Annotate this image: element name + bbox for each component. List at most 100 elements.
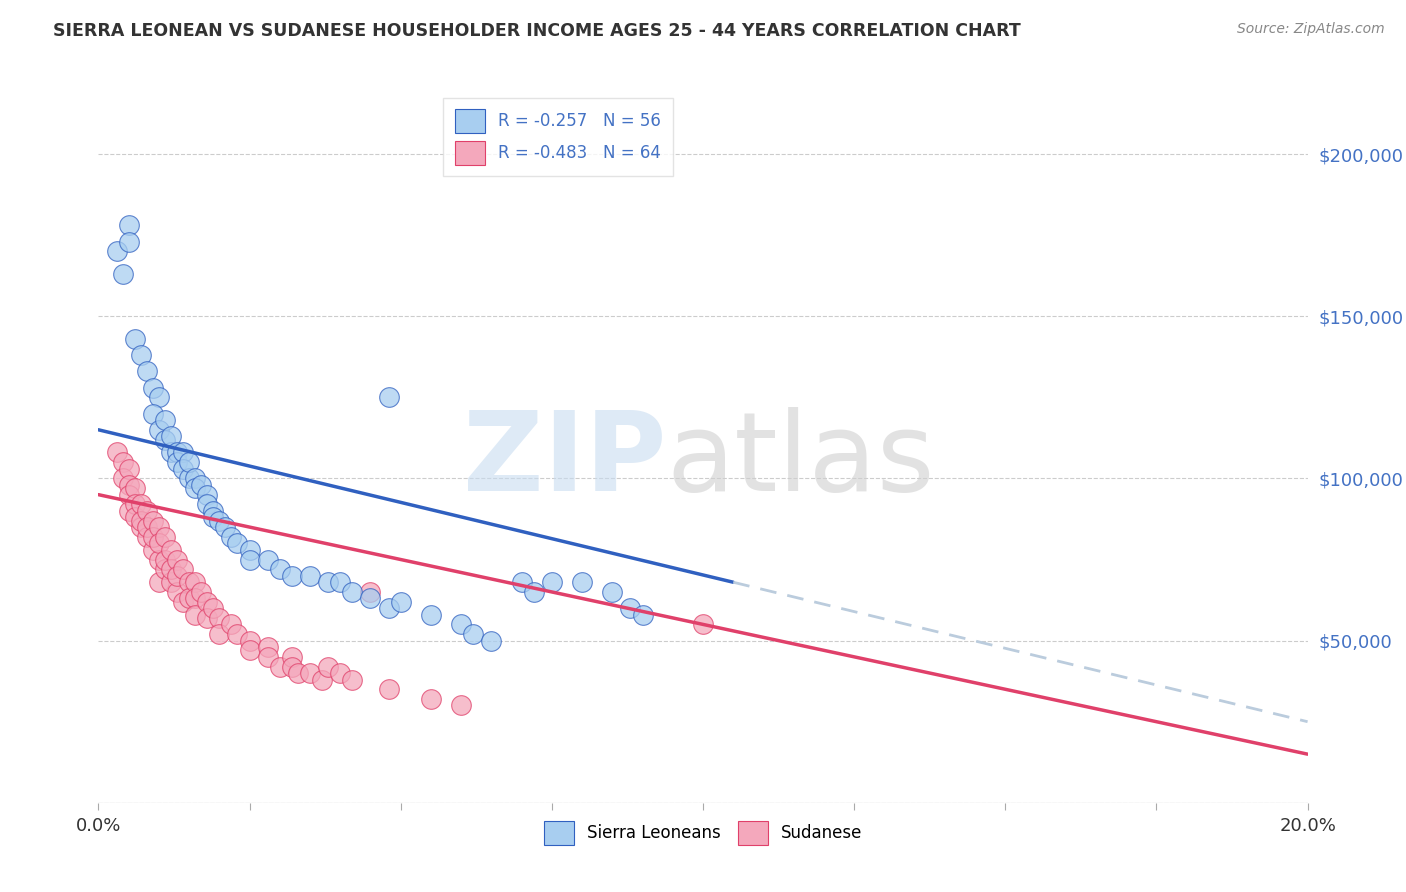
Point bbox=[202, 601, 225, 615]
Point bbox=[195, 595, 218, 609]
Point bbox=[118, 235, 141, 249]
Point bbox=[389, 595, 412, 609]
Point bbox=[148, 520, 170, 534]
Point bbox=[195, 488, 218, 502]
Point bbox=[160, 445, 183, 459]
Point bbox=[316, 575, 339, 590]
Point bbox=[316, 659, 339, 673]
Point bbox=[160, 562, 183, 576]
Point bbox=[148, 575, 170, 590]
Point bbox=[299, 568, 322, 582]
Point bbox=[179, 575, 201, 590]
Point bbox=[202, 510, 225, 524]
Point bbox=[153, 433, 176, 447]
Point bbox=[160, 575, 183, 590]
Point bbox=[510, 575, 533, 590]
Point bbox=[377, 390, 399, 404]
Point bbox=[208, 611, 231, 625]
Point bbox=[195, 611, 218, 625]
Point bbox=[160, 429, 183, 443]
Point bbox=[172, 595, 194, 609]
Point bbox=[281, 649, 304, 664]
Point bbox=[148, 552, 170, 566]
Point bbox=[124, 510, 146, 524]
Point bbox=[208, 627, 231, 641]
Point bbox=[148, 536, 170, 550]
Point bbox=[124, 481, 146, 495]
Point bbox=[239, 552, 262, 566]
Point bbox=[540, 575, 562, 590]
Point bbox=[105, 445, 128, 459]
Point bbox=[166, 568, 188, 582]
Point bbox=[450, 698, 472, 713]
Point bbox=[631, 607, 654, 622]
Point bbox=[281, 568, 304, 582]
Point bbox=[281, 659, 304, 673]
Point bbox=[179, 455, 201, 469]
Point bbox=[184, 591, 207, 606]
Point bbox=[463, 627, 485, 641]
Point bbox=[190, 478, 212, 492]
Text: Source: ZipAtlas.com: Source: ZipAtlas.com bbox=[1237, 22, 1385, 37]
Point bbox=[377, 601, 399, 615]
Point bbox=[342, 585, 364, 599]
Point bbox=[129, 520, 152, 534]
Point bbox=[226, 536, 249, 550]
Point bbox=[208, 514, 231, 528]
Point bbox=[360, 585, 382, 599]
Point bbox=[135, 504, 157, 518]
Point bbox=[239, 633, 262, 648]
Text: ZIP: ZIP bbox=[464, 407, 666, 514]
Point bbox=[153, 562, 176, 576]
Point bbox=[153, 413, 176, 427]
Point bbox=[571, 575, 593, 590]
Point bbox=[256, 552, 278, 566]
Point bbox=[692, 617, 714, 632]
Point bbox=[135, 520, 157, 534]
Point bbox=[179, 471, 201, 485]
Point bbox=[118, 488, 141, 502]
Point bbox=[142, 514, 165, 528]
Point bbox=[111, 471, 134, 485]
Point bbox=[142, 407, 165, 421]
Point bbox=[148, 390, 170, 404]
Point bbox=[118, 461, 141, 475]
Point bbox=[602, 585, 624, 599]
Point bbox=[239, 542, 262, 557]
Point bbox=[377, 682, 399, 697]
Point bbox=[221, 617, 243, 632]
Point bbox=[111, 267, 134, 281]
Point bbox=[111, 455, 134, 469]
Point bbox=[105, 244, 128, 259]
Point bbox=[172, 461, 194, 475]
Point bbox=[221, 530, 243, 544]
Point bbox=[166, 445, 188, 459]
Point bbox=[214, 520, 236, 534]
Point bbox=[166, 585, 188, 599]
Point bbox=[195, 497, 218, 511]
Point bbox=[142, 381, 165, 395]
Point bbox=[256, 640, 278, 654]
Point bbox=[135, 364, 157, 378]
Point bbox=[190, 585, 212, 599]
Point bbox=[166, 552, 188, 566]
Point bbox=[269, 659, 291, 673]
Point bbox=[153, 552, 176, 566]
Point bbox=[184, 471, 207, 485]
Point bbox=[172, 445, 194, 459]
Point bbox=[184, 481, 207, 495]
Point bbox=[184, 607, 207, 622]
Point bbox=[360, 591, 382, 606]
Point bbox=[226, 627, 249, 641]
Point bbox=[166, 455, 188, 469]
Point bbox=[269, 562, 291, 576]
Legend: Sierra Leoneans, Sudanese: Sierra Leoneans, Sudanese bbox=[537, 814, 869, 852]
Point bbox=[172, 562, 194, 576]
Point bbox=[148, 423, 170, 437]
Point bbox=[118, 504, 141, 518]
Point bbox=[329, 575, 352, 590]
Point bbox=[160, 542, 183, 557]
Point bbox=[329, 666, 352, 681]
Point bbox=[135, 530, 157, 544]
Point bbox=[523, 585, 546, 599]
